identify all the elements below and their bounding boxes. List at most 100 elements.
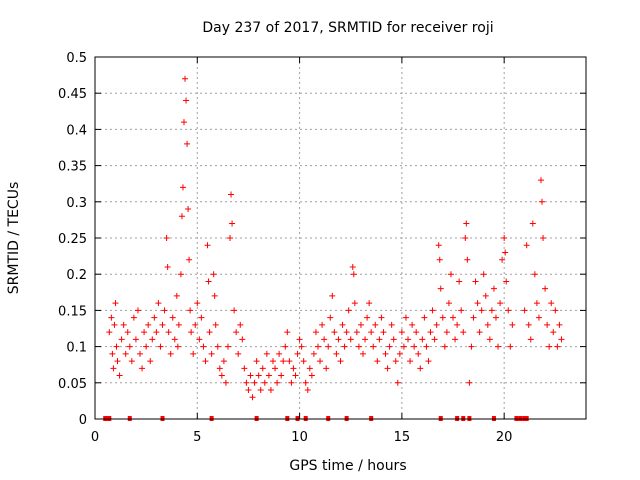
data-point: [325, 343, 332, 350]
data-point: [220, 358, 227, 365]
data-point: [364, 314, 371, 321]
data-point: [362, 336, 369, 343]
data-point: [196, 336, 203, 343]
data-point: [452, 336, 459, 343]
data-point: [431, 336, 438, 343]
data-point: [347, 336, 354, 343]
data-point: [132, 336, 139, 343]
data-point: [433, 321, 440, 328]
data-point: [151, 314, 158, 321]
grid-layer: [95, 57, 586, 419]
data-point: [331, 329, 338, 336]
data-point: [523, 242, 530, 249]
data-point: [501, 235, 508, 241]
data-point: [398, 329, 405, 336]
data-point: [466, 379, 473, 386]
data-point: [405, 336, 412, 343]
x-tick-label: 20: [496, 430, 513, 445]
data-point: [345, 307, 352, 314]
data-point: [185, 206, 192, 213]
data-point: [241, 365, 248, 372]
y-tick-label: 0.35: [58, 160, 87, 175]
data-point: [186, 256, 193, 263]
data-point: [173, 292, 180, 299]
data-point: [174, 343, 181, 350]
data-point: [228, 191, 235, 198]
data-point: [206, 329, 213, 336]
data-point: [470, 314, 477, 321]
data-point: [224, 343, 231, 350]
data-point: [298, 343, 305, 350]
data-point: [372, 321, 379, 328]
y-axis-label: SRMTID / TECUs: [6, 182, 22, 295]
data-point: [145, 321, 152, 328]
data-point: [382, 350, 389, 357]
data-point: [558, 336, 565, 343]
data-point: [192, 321, 199, 328]
data-point: [175, 321, 182, 328]
data-point: [329, 292, 336, 299]
data-point: [216, 365, 223, 372]
data-point: [290, 365, 297, 372]
data-point: [161, 307, 168, 314]
data-point: [436, 256, 443, 263]
data-point: [546, 343, 553, 350]
x-axis-label: GPS time / hours: [289, 458, 406, 474]
data-point: [507, 343, 514, 350]
data-point: [261, 379, 268, 386]
data-point: [386, 343, 393, 350]
data-point: [415, 350, 422, 357]
data-point: [202, 358, 209, 365]
data-point: [366, 300, 373, 307]
data-point: [411, 343, 418, 350]
data-point: [378, 314, 385, 321]
data-point: [533, 300, 540, 307]
data-point: [255, 372, 262, 379]
data-point: [204, 242, 211, 249]
y-tick-label: 0.25: [58, 232, 87, 247]
data-point: [257, 387, 264, 394]
data-point: [116, 372, 123, 379]
data-point: [319, 321, 326, 328]
data-point: [111, 321, 118, 328]
data-point: [167, 350, 174, 357]
data-point: [233, 329, 240, 336]
data-point: [492, 314, 499, 321]
data-point: [267, 387, 274, 394]
data-point: [294, 350, 301, 357]
data-point: [198, 314, 205, 321]
data-point: [499, 256, 506, 263]
data-point: [113, 343, 120, 350]
data-point: [272, 365, 279, 372]
data-point: [540, 235, 547, 241]
data-point: [251, 379, 258, 386]
data-point: [180, 119, 187, 126]
data-point: [163, 235, 170, 241]
data-point: [554, 343, 561, 350]
data-point: [118, 336, 125, 343]
data-point: [537, 177, 544, 184]
data-point: [339, 321, 346, 328]
data-point: [300, 358, 307, 365]
data-point: [263, 350, 270, 357]
data-point: [419, 336, 426, 343]
data-point: [464, 256, 471, 263]
data-point: [423, 343, 430, 350]
data-point: [497, 300, 504, 307]
data-point: [317, 358, 324, 365]
y-tick-label: 0.4: [66, 123, 87, 138]
data-point: [321, 336, 328, 343]
data-point: [237, 321, 244, 328]
data-point: [314, 343, 321, 350]
data-point: [200, 343, 207, 350]
data-point: [447, 271, 454, 278]
data-point: [531, 271, 538, 278]
data-point: [122, 350, 129, 357]
x-tick-label: 15: [394, 430, 411, 445]
data-point: [468, 343, 475, 350]
data-point: [484, 321, 491, 328]
data-point: [229, 220, 236, 227]
data-point: [478, 307, 485, 314]
data-point: [349, 263, 356, 270]
